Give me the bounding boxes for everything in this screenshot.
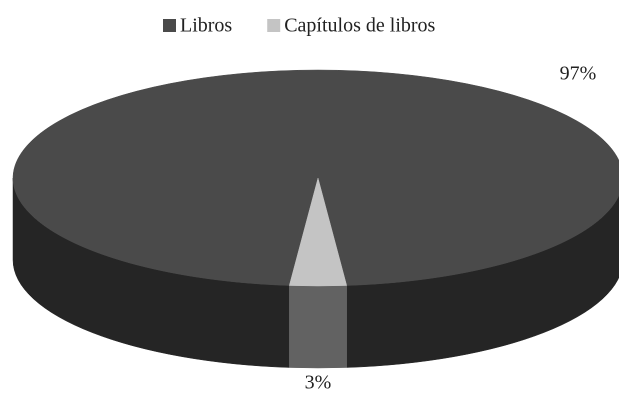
pie-slice: [288, 177, 348, 287]
legend: Libros Capítulos de libros: [163, 15, 436, 37]
data-label: 97%: [560, 63, 597, 85]
pie-slice: [12, 69, 619, 286]
pie-slice-side: [289, 285, 347, 369]
pie-sides: [12, 177, 619, 369]
legend-swatch: [267, 19, 281, 32]
pie-tops: [12, 69, 619, 287]
legend-label: Capítulos de libros: [284, 15, 435, 37]
legend-label: Libros: [180, 15, 232, 37]
data-label: 3%: [305, 372, 332, 394]
legend-swatch: [163, 19, 176, 32]
labels: 97% 3%: [305, 63, 597, 394]
